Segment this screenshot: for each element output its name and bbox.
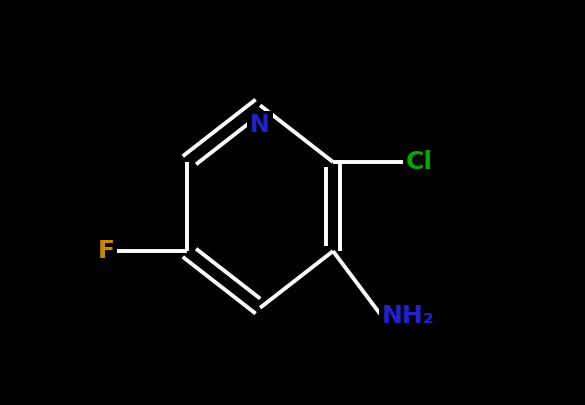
Text: F: F bbox=[97, 239, 114, 263]
Text: Cl: Cl bbox=[406, 150, 433, 174]
Text: NH₂: NH₂ bbox=[381, 304, 434, 328]
Text: N: N bbox=[250, 113, 270, 137]
